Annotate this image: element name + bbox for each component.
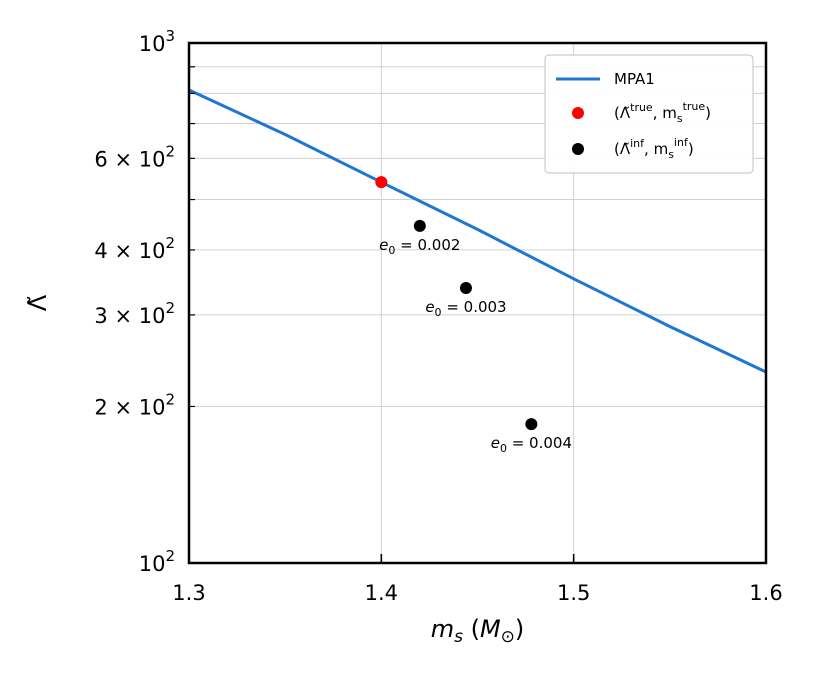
y-axis-label: Λ̃ (24, 294, 52, 311)
x-tick-label: 1.6 (749, 581, 782, 605)
y-tick-label: 2 × 102 (94, 390, 175, 419)
y-tick-label: 102 (139, 547, 175, 576)
y-tick-label: 4 × 102 (94, 234, 175, 263)
legend-label: (Λ̃inf, msinf) (614, 136, 694, 161)
x-axis-label: ms (M⊙) (431, 615, 525, 647)
ticks: 1.3 1.4 1.5 1.6 102 103 2 × 102 3 × 102 4 × 102 6… (94, 27, 782, 605)
plot-area (188, 88, 767, 431)
legend-box (544, 54, 754, 174)
point-inf (525, 418, 538, 431)
axes-frame (187, 41, 768, 565)
point-inf (459, 281, 472, 294)
y-tick-label: 3 × 102 (94, 299, 175, 328)
x-tick-label: 1.4 (365, 581, 398, 605)
annotation-label: e0 = 0.003 (425, 298, 506, 319)
legend-label: MPA1 (614, 70, 655, 88)
point-inf (413, 219, 426, 232)
legend-marker (572, 107, 584, 119)
point-true (375, 176, 388, 189)
series-line-mpa1 (188, 88, 767, 374)
annotation-label: e0 = 0.004 (491, 434, 572, 455)
x-tick-label: 1.5 (557, 581, 590, 605)
legend-marker (572, 143, 584, 155)
legend: MPA1 (Λ̃true, mstrue) (Λ̃inf, msinf) (544, 54, 754, 174)
y-tick-label: 6 × 102 (94, 142, 175, 171)
axis-labels: ms (M⊙) Λ̃ (24, 294, 524, 647)
y-tick-label: 103 (139, 27, 175, 56)
annotation-label: e0 = 0.002 (379, 236, 460, 257)
legend-label: (Λ̃true, mstrue) (614, 100, 711, 125)
x-tick-label: 1.3 (172, 581, 205, 605)
annotations: e0 = 0.002 e0 = 0.003 e0 = 0.004 (379, 236, 572, 455)
